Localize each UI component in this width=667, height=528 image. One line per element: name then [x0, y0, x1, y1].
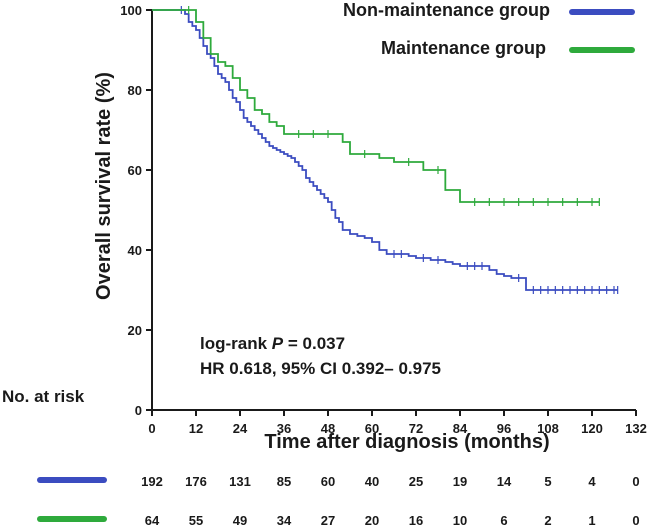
survival-curves — [152, 6, 619, 294]
risk-value-non-maintenance: 19 — [453, 474, 467, 489]
x-tick-label: 12 — [189, 421, 203, 436]
x-tick-label: 60 — [365, 421, 379, 436]
y-tick-label: 0 — [135, 403, 142, 418]
risk-value-non-maintenance: 5 — [544, 474, 551, 489]
risk-value-maintenance: 55 — [189, 513, 203, 528]
risk-value-maintenance: 10 — [453, 513, 467, 528]
x-tick-label: 24 — [233, 421, 248, 436]
risk-value-maintenance: 20 — [365, 513, 379, 528]
risk-value-non-maintenance: 0 — [632, 474, 639, 489]
legend: Non-maintenance group Maintenance group — [343, 0, 635, 58]
risk-value-non-maintenance: 176 — [185, 474, 207, 489]
x-tick-label: 96 — [497, 421, 511, 436]
y-axis-title: Overall survival rate (%) — [93, 72, 115, 300]
risk-value-non-maintenance: 25 — [409, 474, 423, 489]
risk-value-non-maintenance: 14 — [497, 474, 512, 489]
y-tick-label: 80 — [128, 83, 142, 98]
x-tick-label: 72 — [409, 421, 423, 436]
y-tick-label: 40 — [128, 243, 142, 258]
legend-label-non-maintenance: Non-maintenance group — [343, 0, 550, 20]
x-tick-label: 120 — [581, 421, 603, 436]
annotation-logrank: log-rank P = 0.037 — [200, 334, 345, 353]
y-tick-label: 100 — [120, 3, 142, 18]
risk-value-non-maintenance: 192 — [141, 474, 163, 489]
annotation-logrank-suffix: = 0.037 — [283, 334, 345, 353]
survival-curve-maintenance — [152, 9, 600, 203]
risk-table-values: 192 176 131 85 60 40 25 19 14 5 4 064 55 49 34 27 20 16 10… — [141, 474, 639, 528]
y-ticks: 0 20 40 60 80 100 — [120, 3, 152, 418]
risk-value-maintenance: 0 — [632, 513, 639, 528]
risk-value-non-maintenance: 60 — [321, 474, 335, 489]
x-axis-title: Time after diagnosis (months) — [264, 431, 549, 453]
risk-value-maintenance: 49 — [233, 513, 247, 528]
risk-value-non-maintenance: 4 — [588, 474, 596, 489]
x-tick-label: 84 — [453, 421, 468, 436]
risk-value-maintenance: 6 — [500, 513, 507, 528]
x-tick-label: 132 — [625, 421, 647, 436]
x-ticks: 0 12 24 36 48 60 72 84 96 108 120 132 — [148, 410, 647, 436]
y-tick-label: 20 — [128, 323, 142, 338]
x-tick-label: 36 — [277, 421, 291, 436]
x-tick-label: 0 — [148, 421, 155, 436]
risk-value-maintenance: 27 — [321, 513, 335, 528]
risk-value-non-maintenance: 40 — [365, 474, 379, 489]
annotation-logrank-p: P — [272, 334, 284, 353]
risk-table-title: No. at risk — [2, 387, 85, 406]
x-tick-label: 108 — [537, 421, 559, 436]
legend-label-maintenance: Maintenance group — [381, 38, 546, 58]
risk-value-maintenance: 2 — [544, 513, 551, 528]
annotation-logrank-prefix: log-rank — [200, 334, 272, 353]
risk-value-maintenance: 1 — [588, 513, 595, 528]
x-tick-label: 48 — [321, 421, 335, 436]
y-tick-label: 60 — [128, 163, 142, 178]
risk-value-non-maintenance: 131 — [229, 474, 251, 489]
risk-value-non-maintenance: 85 — [277, 474, 291, 489]
risk-value-maintenance: 16 — [409, 513, 423, 528]
annotation-hr: HR 0.618, 95% CI 0.392– 0.975 — [200, 359, 441, 378]
risk-value-maintenance: 34 — [277, 513, 292, 528]
risk-value-maintenance: 64 — [145, 513, 160, 528]
